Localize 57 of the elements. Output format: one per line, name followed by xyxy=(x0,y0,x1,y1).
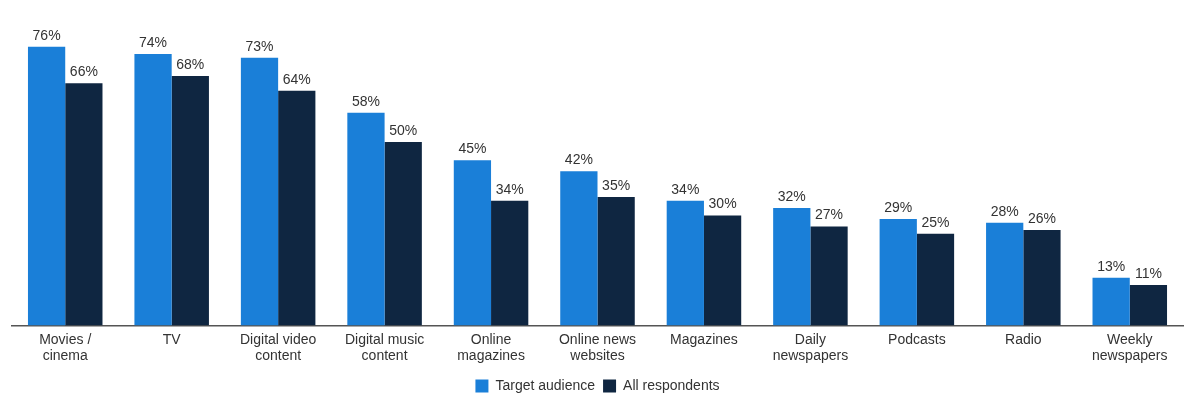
bar xyxy=(453,160,492,326)
bar xyxy=(27,46,66,326)
data-label: 50% xyxy=(389,121,418,138)
bar xyxy=(986,222,1024,326)
bar xyxy=(916,233,955,326)
bar xyxy=(810,226,848,326)
data-label: 42% xyxy=(564,151,593,168)
x-tick-label: Podcasts xyxy=(888,330,946,347)
bar xyxy=(879,219,917,326)
bar xyxy=(1023,230,1061,326)
x-tick-label: Daily newspapers xyxy=(772,330,849,364)
legend-label: Target audience xyxy=(495,376,596,393)
bar xyxy=(1129,285,1168,326)
x-tick-label: Online magazines xyxy=(457,330,525,364)
x-tick-label: Magazines xyxy=(670,330,738,347)
bar xyxy=(666,200,704,326)
x-tick-label: TV xyxy=(162,330,182,347)
bar xyxy=(560,171,598,326)
x-tick-label: Online news websites xyxy=(558,330,637,364)
x-tick-label: Movies / cinema xyxy=(39,330,92,364)
x-tick-label: Digital music content xyxy=(344,330,425,364)
data-label: 64% xyxy=(282,70,311,87)
bar xyxy=(384,142,422,326)
data-label: 25% xyxy=(921,213,950,230)
data-label: 28% xyxy=(990,202,1019,219)
bar xyxy=(278,90,316,326)
bar xyxy=(703,215,742,326)
bar xyxy=(347,112,385,326)
x-tick-label: Weekly newspapers xyxy=(1092,330,1168,364)
data-label: 34% xyxy=(671,180,700,197)
data-label: 68% xyxy=(176,55,205,72)
bar xyxy=(240,57,279,326)
data-label: 11% xyxy=(1134,264,1162,281)
data-label: 35% xyxy=(602,176,631,193)
legend-label: All respondents xyxy=(623,376,720,393)
data-label: 45% xyxy=(458,140,487,157)
bar xyxy=(134,54,172,326)
bar xyxy=(1092,277,1130,326)
data-label: 30% xyxy=(708,195,737,212)
data-label: 76% xyxy=(32,26,61,43)
data-label: 66% xyxy=(69,63,98,80)
bar xyxy=(171,76,209,326)
data-label: 32% xyxy=(777,187,806,204)
data-label: 26% xyxy=(1027,209,1056,226)
data-label: 29% xyxy=(884,198,913,215)
bar xyxy=(491,200,529,326)
data-label: 34% xyxy=(495,180,524,197)
data-label: 73% xyxy=(245,37,274,54)
x-tick-label: Radio xyxy=(1005,330,1042,347)
bar xyxy=(65,83,103,326)
data-label: 58% xyxy=(351,92,380,109)
bar xyxy=(597,197,635,326)
data-label: 27% xyxy=(815,206,844,223)
data-label: 74% xyxy=(139,33,168,50)
data-label: 13% xyxy=(1097,257,1126,274)
x-tick-label: Digital video content xyxy=(240,330,317,364)
bar xyxy=(773,208,811,326)
